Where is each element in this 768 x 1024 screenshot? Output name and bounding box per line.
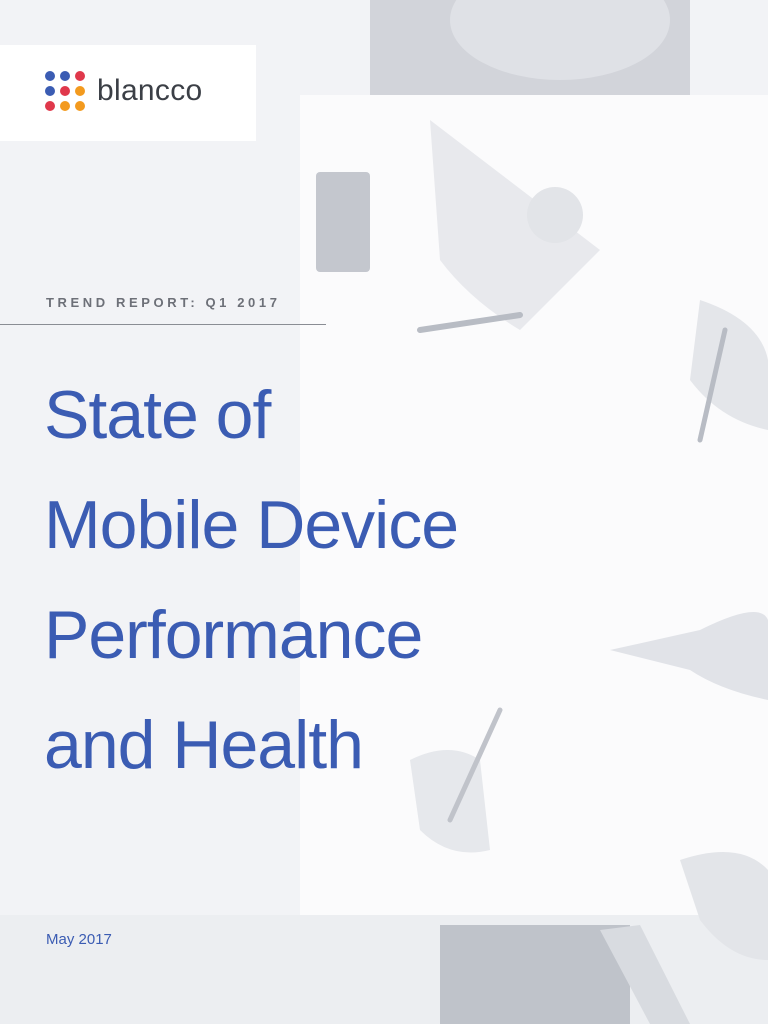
date: May 2017 <box>46 931 112 948</box>
title-line: State of <box>44 377 271 453</box>
logo-box <box>0 45 256 141</box>
kicker: TREND REPORT: Q1 2017 <box>46 295 281 310</box>
logo-text: blancco <box>97 74 203 107</box>
logo-mark <box>45 71 85 111</box>
divider <box>0 324 326 325</box>
title-line: Mobile Device <box>44 487 459 563</box>
title: State of Mobile Device Performance and H… <box>44 360 459 800</box>
title-line: Performance <box>44 597 423 673</box>
title-line: and Health <box>44 707 364 783</box>
